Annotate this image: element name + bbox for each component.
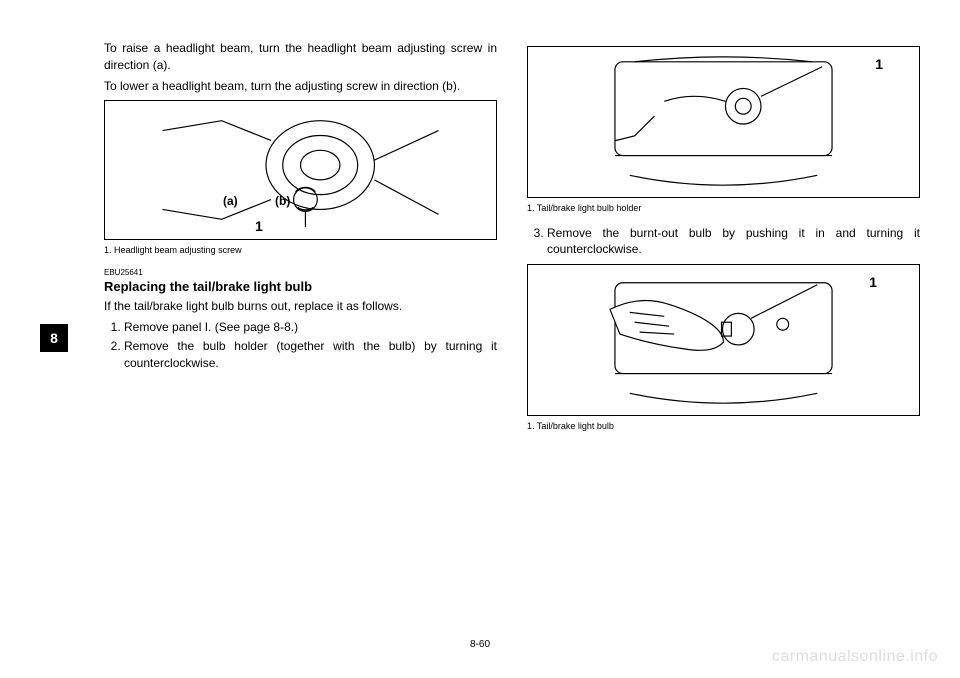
figure-bulb-holder: 1 [527,46,920,198]
figure-headlight-caption: 1. Headlight beam adjusting screw [104,244,497,257]
step-2: Remove the bulb holder (together with th… [124,338,497,372]
content-wrap: 8 To raise a headlight beam, turn the he… [40,40,920,443]
callout-1: 1 [875,55,883,75]
bulb-holder-illustration [528,47,919,197]
steps-list-left: Remove panel I. (See page 8-8.) Remove t… [104,319,497,371]
left-margin: 8 [40,40,80,443]
figure-bulb-caption: 1. Tail/brake light bulb [527,420,920,433]
section-title: Replacing the tail/brake light bulb [104,278,497,296]
direction-label-b: (b) [275,193,290,210]
headlight-screw-illustration [105,101,496,239]
step-1: Remove panel I. (See page 8-8.) [124,319,497,336]
left-column: To raise a headlight beam, turn the head… [104,40,497,443]
callout-1: 1 [255,217,263,237]
figure-bulb-holder-caption: 1. Tail/brake light bulb holder [527,202,920,215]
steps-list-right: Remove the burnt-out bulb by pushing it … [527,225,920,259]
step-3: Remove the burnt-out bulb by pushing it … [547,225,920,259]
manual-page: 8 To raise a headlight beam, turn the he… [0,0,960,678]
direction-label-a: (a) [223,193,238,210]
figure-headlight-screw: (a) (b) 1 [104,100,497,240]
chapter-tab: 8 [40,324,68,352]
right-column: 1 1. Tail/brake light bulb holder Remove… [527,40,920,443]
paragraph-lower-beam: To lower a headlight beam, turn the adju… [104,78,497,95]
page-number: 8-60 [470,639,490,650]
callout-1: 1 [869,273,877,293]
watermark: carmanualsonline.info [772,648,938,666]
paragraph-raise-beam: To raise a headlight beam, turn the head… [104,40,497,74]
bulb-illustration [528,265,919,415]
section-intro: If the tail/brake light bulb burns out, … [104,298,497,315]
figure-bulb: 1 [527,264,920,416]
section-code: EBU25641 [104,267,497,278]
columns: To raise a headlight beam, turn the head… [104,40,920,443]
